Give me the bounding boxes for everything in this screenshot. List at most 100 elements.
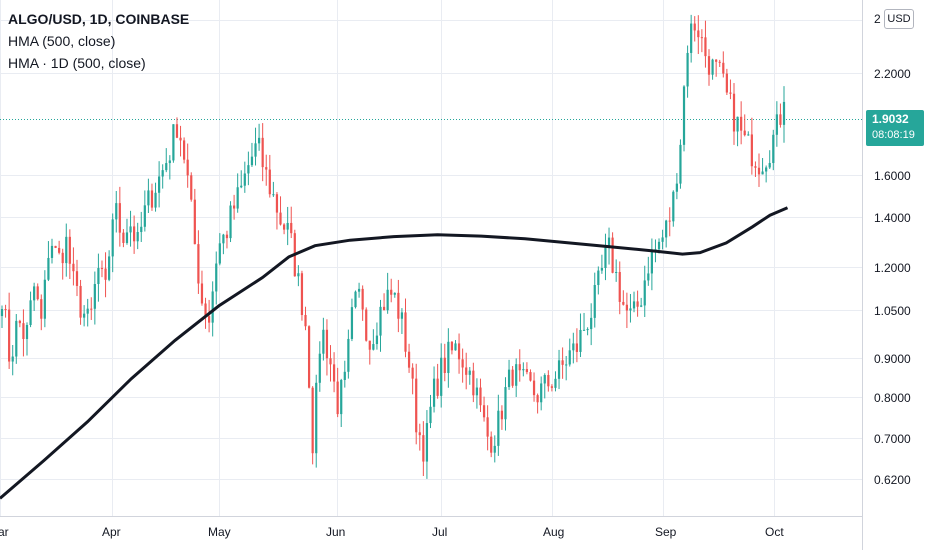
time-label: Jul — [432, 525, 447, 539]
candle-body — [518, 364, 521, 371]
candle-body — [193, 199, 196, 245]
candle — [111, 213, 114, 273]
candle-body — [108, 256, 111, 280]
candle-body — [140, 226, 143, 233]
candle — [93, 271, 96, 325]
candle-body — [125, 232, 129, 243]
candle-body — [725, 73, 728, 93]
candle — [350, 298, 354, 342]
candle-body — [290, 222, 293, 234]
candle-body — [111, 219, 114, 257]
candle — [625, 292, 628, 329]
candle — [372, 329, 375, 351]
candle-body — [115, 203, 118, 220]
candle-body — [179, 137, 182, 141]
candle-body — [622, 301, 625, 305]
candle-body — [261, 137, 264, 168]
candle-body — [411, 367, 414, 379]
candle — [472, 362, 475, 403]
candle — [232, 194, 236, 220]
candle-body — [475, 387, 479, 396]
candle — [90, 297, 93, 320]
candle — [254, 127, 257, 166]
candle — [72, 247, 75, 286]
candle — [761, 157, 764, 175]
price-tick: 0.9000 — [874, 352, 911, 366]
candle-body — [368, 340, 371, 350]
candle — [154, 182, 157, 212]
price-tick: 2.2000 — [874, 67, 911, 81]
candle — [25, 322, 29, 356]
candle — [593, 272, 596, 328]
candle — [672, 190, 675, 227]
candle — [286, 206, 289, 246]
candle — [532, 372, 536, 402]
candle — [207, 299, 211, 333]
candle — [707, 49, 711, 86]
candle — [443, 343, 446, 382]
candle — [179, 125, 182, 157]
candle-body — [158, 176, 161, 193]
last-price-tag: 1.9032 08:08:19 — [866, 110, 924, 146]
candle-body — [440, 357, 443, 396]
candle — [22, 309, 25, 357]
candle — [590, 303, 593, 346]
candle — [611, 232, 614, 274]
candle — [636, 290, 639, 317]
candle — [511, 366, 514, 388]
candle-body — [700, 37, 703, 39]
candle — [100, 260, 104, 278]
candle-body — [361, 288, 364, 310]
candle-body — [447, 341, 450, 373]
candle — [65, 223, 68, 277]
candle-body — [347, 338, 350, 372]
candle — [215, 251, 218, 305]
candle — [497, 394, 500, 456]
indicator-label-hma-1d[interactable]: HMA · 1D (500, close) — [8, 55, 146, 71]
candle — [375, 322, 379, 350]
candle-body — [43, 279, 46, 319]
candle — [493, 435, 496, 463]
candle — [436, 363, 439, 399]
candle — [554, 371, 557, 392]
candle — [118, 186, 121, 247]
candle — [261, 123, 264, 182]
candle-body — [68, 236, 71, 264]
candle-body — [304, 314, 307, 327]
candle-body — [83, 313, 86, 318]
candle-body — [129, 226, 132, 233]
candle-body — [397, 292, 400, 319]
candle-body — [322, 329, 325, 354]
candle — [618, 261, 621, 315]
candle-body — [204, 303, 207, 317]
candle — [722, 51, 725, 78]
candle-body — [593, 285, 596, 318]
candle — [404, 298, 407, 358]
candle — [665, 219, 668, 248]
candle-body — [693, 23, 696, 31]
candle-body — [336, 381, 339, 415]
candle — [175, 117, 179, 139]
candle-body — [136, 232, 139, 242]
candle-body — [682, 86, 686, 145]
price-axis-top-partial: 2 — [874, 12, 881, 26]
indicator-label-hma[interactable]: HMA (500, close) — [8, 33, 116, 49]
candle — [336, 367, 339, 418]
candle-body — [18, 320, 21, 324]
currency-button[interactable]: USD — [884, 9, 914, 29]
candle-body — [511, 369, 514, 386]
candle-body — [75, 271, 79, 286]
candle-body — [722, 62, 725, 74]
candle-body — [532, 380, 536, 396]
candle-body — [215, 263, 218, 292]
candle — [504, 377, 507, 431]
symbol-title[interactable]: ALGO/USD, 1D, COINBASE — [8, 11, 190, 27]
candle — [597, 266, 600, 295]
candle — [536, 393, 539, 414]
candle — [525, 362, 529, 375]
candle — [529, 369, 532, 382]
candle — [400, 308, 404, 334]
candle-body — [218, 243, 221, 264]
candle — [582, 312, 586, 331]
